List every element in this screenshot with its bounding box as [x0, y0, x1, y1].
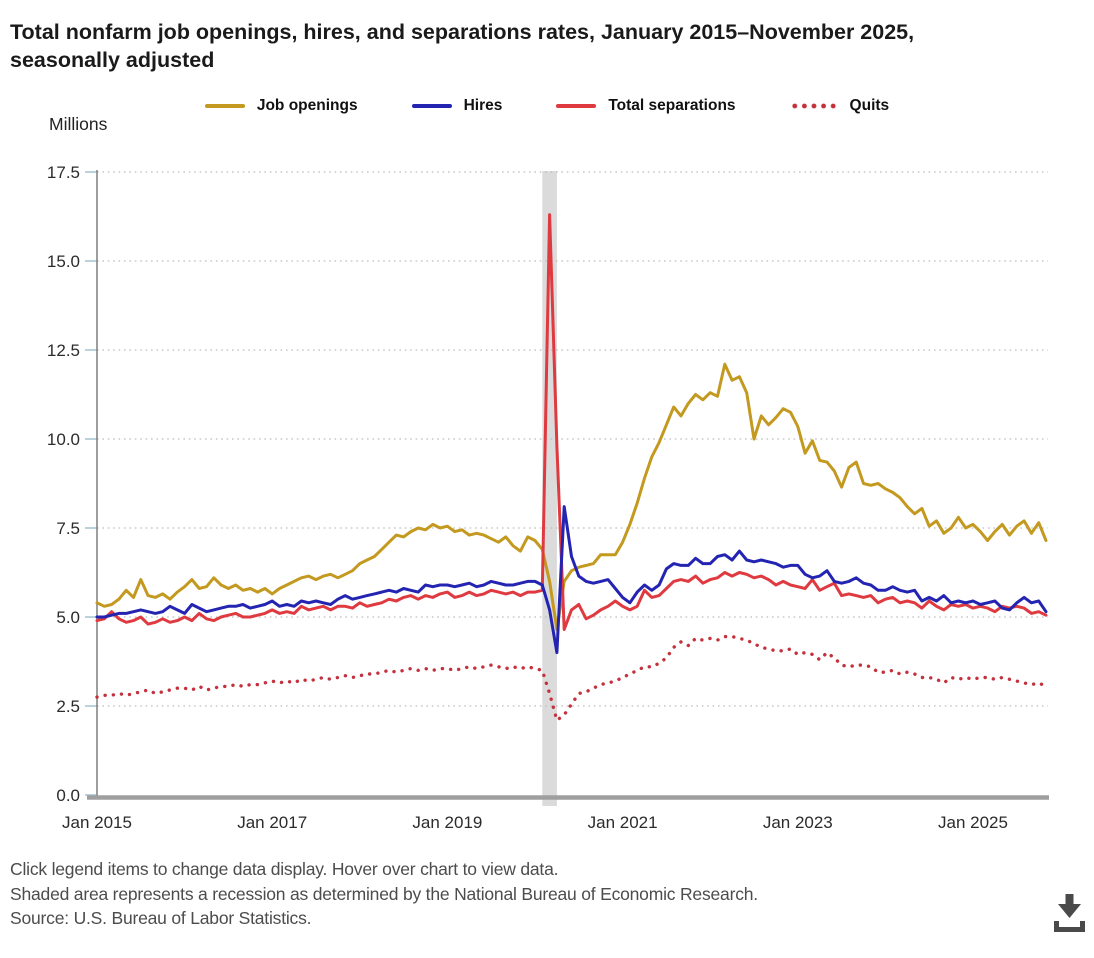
y-axis-tick-label: 15.0 — [47, 252, 80, 271]
series-line-quits[interactable] — [95, 634, 1048, 722]
footnote-interaction-hint: Click legend items to change data displa… — [10, 859, 559, 879]
legend-swatch-quits — [789, 103, 838, 109]
x-axis-tick-label: Jan 2017 — [237, 813, 307, 832]
legend-item-quits[interactable]: Quits — [789, 97, 890, 115]
x-axis-tick-label: Jan 2023 — [763, 813, 833, 832]
y-axis-tick-label: 2.5 — [56, 697, 80, 716]
legend-label-job-openings: Job openings — [256, 97, 358, 114]
y-axis-tick-label: 5.0 — [56, 608, 80, 627]
series-line-job-openings[interactable] — [95, 362, 1048, 631]
y-axis-tick-label: 17.5 — [47, 163, 80, 182]
chart-footnotes: Click legend items to change data displa… — [10, 857, 758, 931]
series-line-total-separations[interactable] — [95, 213, 1048, 631]
x-axis-tick-label: Jan 2021 — [588, 813, 658, 832]
x-axis-tick-label: Jan 2015 — [62, 813, 132, 832]
legend-swatch-total-separations — [556, 104, 597, 108]
footnote-recession-note: Shaded area represents a recession as de… — [10, 883, 758, 904]
legend-label-hires: Hires — [463, 97, 503, 114]
legend-item-total-separations[interactable]: Total separations — [556, 97, 736, 115]
y-axis-tick-label: 12.5 — [47, 341, 80, 360]
download-button[interactable] — [1050, 893, 1088, 937]
legend-label-quits: Quits — [849, 97, 890, 114]
x-axis-tick-label: Jan 2019 — [412, 813, 482, 832]
x-axis-tick-label: Jan 2025 — [938, 813, 1008, 832]
series-line-hires[interactable] — [95, 505, 1048, 655]
legend-item-job-openings[interactable]: Job openings — [204, 97, 358, 115]
legend-item-hires[interactable]: Hires — [411, 97, 503, 115]
legend-swatch-hires — [411, 104, 452, 108]
chart-canvas[interactable]: 0.0 2.5 5.0 7.5 10.0 12.5 15.0 17.5 Jan 2015 Jan … — [0, 0, 1094, 860]
y-axis-unit-label: Millions — [49, 114, 108, 134]
chart-legend: Job openings Hires Total separations Quits — [0, 97, 1094, 115]
footnote-source: Source: U.S. Bureau of Labor Statistics. — [10, 908, 312, 928]
y-axis-tick-label: 0.0 — [56, 786, 80, 805]
page-title: Total nonfarm job openings, hires, and s… — [10, 20, 915, 73]
legend-swatch-job-openings — [204, 104, 245, 108]
download-icon — [1054, 894, 1085, 932]
y-axis-tick-label: 7.5 — [56, 519, 80, 538]
legend-label-total-separations: Total separations — [608, 97, 736, 114]
y-axis-tick-label: 10.0 — [47, 430, 80, 449]
